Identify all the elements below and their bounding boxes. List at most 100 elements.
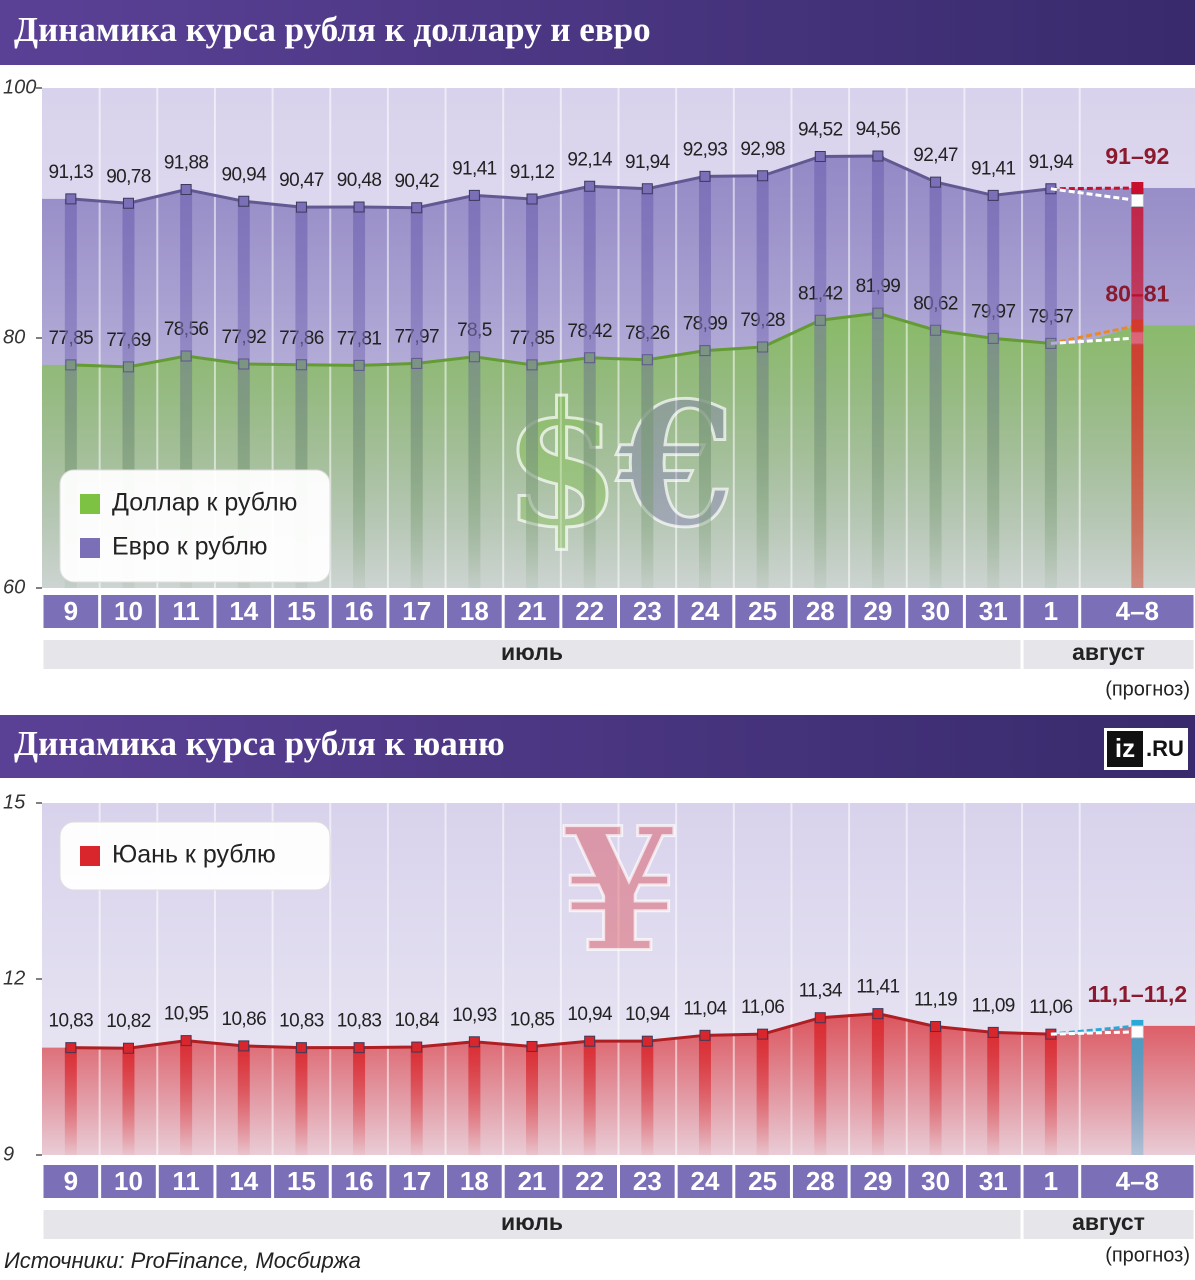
category-cell — [158, 595, 214, 628]
legend-label: Юань к рублю — [112, 841, 276, 869]
category-cell — [216, 1165, 272, 1198]
value-bar — [410, 1047, 423, 1155]
value-label: 10,85 — [510, 1009, 555, 1030]
value-bar — [987, 195, 1000, 588]
value-bar — [353, 207, 366, 588]
point-marker — [584, 1035, 596, 1047]
logo-box — [1107, 731, 1143, 767]
category-cell — [908, 595, 963, 628]
x-tick-label: 17 — [402, 1166, 431, 1196]
category-cell — [562, 595, 617, 628]
x-tick-label: 11 — [172, 1166, 200, 1196]
category-cell — [1081, 1165, 1194, 1198]
category-cell — [389, 1165, 445, 1198]
month-label: июль — [501, 1209, 563, 1235]
category-cell — [850, 1165, 906, 1198]
value-label: 10,83 — [49, 1011, 94, 1032]
x-tick-label: 30 — [921, 1166, 950, 1196]
forecast-line — [1050, 324, 1138, 345]
point-marker — [411, 202, 423, 214]
value-label: 11,09 — [972, 995, 1015, 1016]
point-marker — [872, 150, 884, 162]
y-tick-label: 12 — [3, 967, 25, 989]
point-marker — [353, 1042, 365, 1054]
value-bar — [64, 1047, 77, 1155]
value-bar — [237, 1045, 250, 1155]
logo-mark: iz — [1115, 733, 1135, 763]
category-cell — [1023, 1165, 1079, 1198]
series-line — [70, 154, 1052, 210]
point-marker — [238, 195, 250, 207]
x-tick-label: 15 — [287, 1166, 316, 1196]
month-cell — [43, 640, 1021, 669]
point-marker — [699, 170, 711, 182]
point-marker — [699, 1029, 711, 1041]
y-tick-label: 9 — [3, 1143, 14, 1165]
forecast-note: (прогноз) — [1105, 1244, 1190, 1266]
chart-title: Динамика курса рубля к юаню — [14, 724, 505, 763]
legend-label: Евро к рублю — [112, 533, 268, 561]
value-label: 10,83 — [279, 1011, 324, 1032]
value-label: 94,52 — [798, 120, 843, 141]
value-bar — [180, 1040, 193, 1155]
value-label: 92,93 — [683, 139, 728, 160]
x-tick-label: 29 — [863, 596, 892, 626]
category-cell — [735, 595, 790, 628]
point-marker — [987, 1026, 999, 1038]
forecast-marker — [1130, 1025, 1144, 1039]
x-tick-label: 30 — [921, 596, 950, 626]
category-cell — [562, 1165, 617, 1198]
currency-symbol: ¥ — [561, 791, 679, 991]
point-marker — [930, 176, 942, 188]
value-bar — [410, 207, 423, 588]
point-marker — [987, 189, 999, 201]
point-marker — [411, 1041, 423, 1053]
legend-box — [59, 469, 331, 583]
x-tick-label: 18 — [460, 1166, 489, 1196]
forecast-bar — [1131, 188, 1144, 588]
point-marker — [757, 1028, 769, 1040]
value-bar — [756, 1034, 769, 1155]
point-marker — [238, 1040, 250, 1052]
category-cell — [792, 595, 848, 628]
category-cell — [101, 595, 156, 628]
category-cell — [1081, 595, 1194, 628]
value-bar — [871, 156, 884, 588]
value-bar — [583, 186, 596, 588]
value-label: 10,86 — [222, 1009, 267, 1030]
point-marker — [295, 201, 307, 213]
point-marker — [468, 189, 480, 201]
category-cell — [447, 595, 502, 628]
value-bar — [814, 1017, 827, 1155]
category-cell — [1023, 595, 1079, 628]
forecast-bar — [1131, 1025, 1144, 1155]
series-line — [70, 311, 1052, 369]
category-cell — [965, 1165, 1021, 1198]
value-bar — [929, 1026, 942, 1155]
value-label: 10,82 — [106, 1011, 151, 1032]
series-line — [70, 1012, 1051, 1050]
x-tick-label: 31 — [979, 1166, 1008, 1196]
forecast-line — [1050, 336, 1138, 345]
value-label: 90,42 — [394, 171, 439, 192]
value-label: 10,94 — [567, 1004, 613, 1025]
value-bar — [698, 176, 711, 588]
point-marker — [584, 180, 596, 192]
x-tick-label: 10 — [114, 596, 143, 626]
value-label: 91,41 — [971, 158, 1016, 179]
point-marker — [122, 1042, 134, 1054]
category-cell — [965, 595, 1021, 628]
category-cell — [735, 1165, 790, 1198]
value-label: 11,06 — [741, 997, 784, 1018]
value-label: 92,47 — [913, 145, 958, 166]
value-label: 11,06 — [1029, 997, 1072, 1018]
x-tick-label: 28 — [806, 1166, 835, 1196]
x-tick-label: 24 — [691, 1166, 720, 1196]
x-tick-label: 23 — [633, 1166, 662, 1196]
point-marker — [180, 184, 192, 195]
value-bar — [353, 1047, 366, 1155]
value-label: 92,14 — [567, 149, 613, 170]
x-tick-label: 9 — [64, 1166, 78, 1196]
x-tick-label: 1 — [1044, 1166, 1058, 1196]
